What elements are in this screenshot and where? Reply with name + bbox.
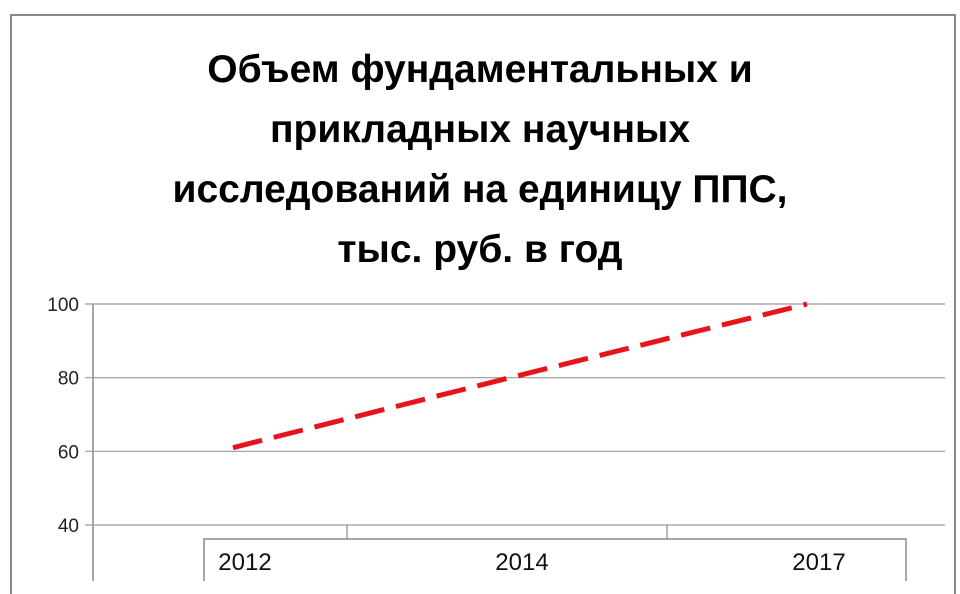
chart-title: Объем фундаментальных и прикладных научн… — [120, 40, 840, 280]
chart-title-line-1: Объем фундаментальных и — [207, 48, 753, 91]
line-chart: 40 60 80 100 2012 2014 2017 — [47, 295, 945, 581]
x-tick-label-2014: 2014 — [495, 549, 548, 576]
x-axis-label-box — [203, 538, 907, 581]
x-tick-label-2012: 2012 — [218, 549, 271, 576]
chart-title-line-4: тыс. руб. в год — [337, 228, 623, 271]
y-tick-label-60: 60 — [58, 442, 79, 463]
y-tick-label-40: 40 — [58, 516, 79, 537]
y-tick-label-80: 80 — [58, 369, 79, 390]
chart-title-line-3: исследований на единицу ППС, — [172, 168, 788, 211]
chart-title-line-2: прикладных научных — [269, 108, 691, 151]
y-tick-label-100: 100 — [47, 295, 79, 316]
x-tick-label-2017: 2017 — [792, 549, 845, 576]
series-line-0 — [232, 301, 808, 451]
